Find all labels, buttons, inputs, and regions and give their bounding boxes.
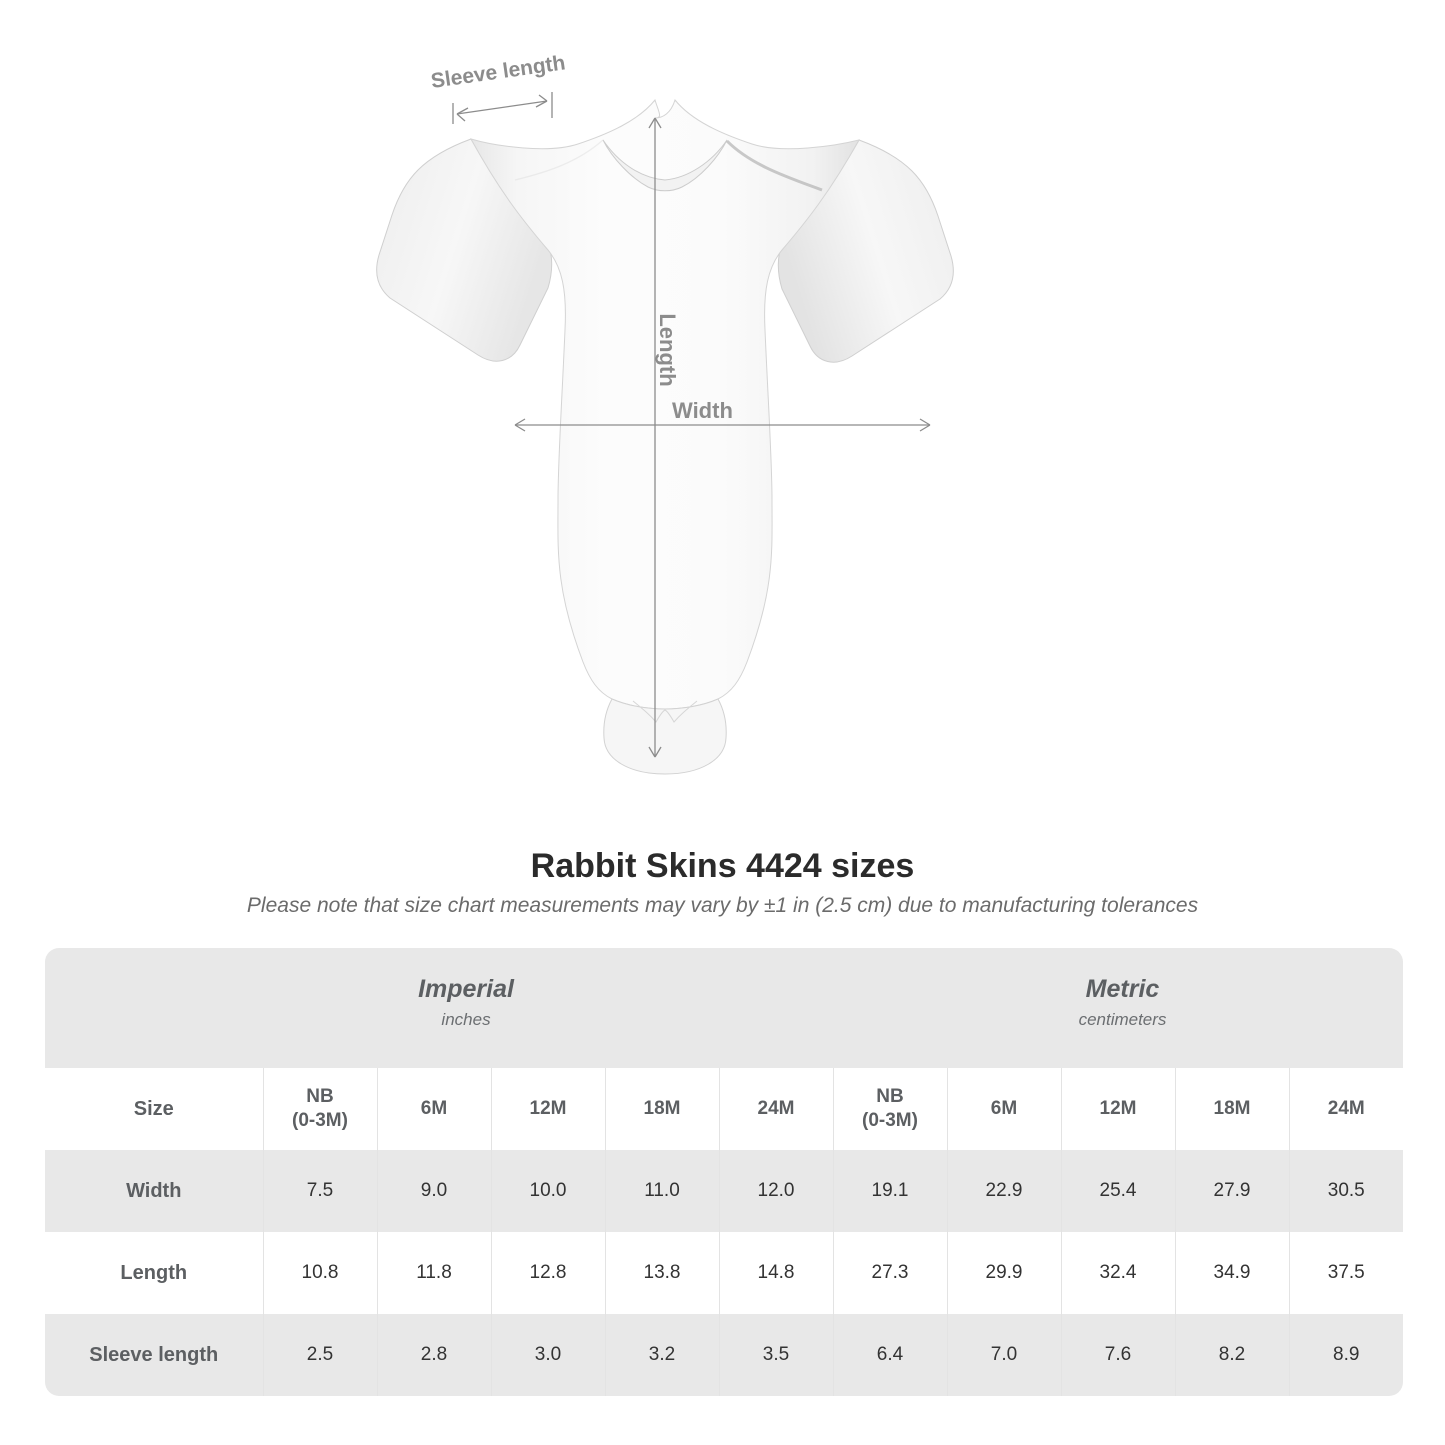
svg-text:Sleeve length: Sleeve length	[429, 51, 566, 93]
svg-text:Width: Width	[672, 398, 733, 423]
svg-text:Length: Length	[655, 313, 680, 386]
